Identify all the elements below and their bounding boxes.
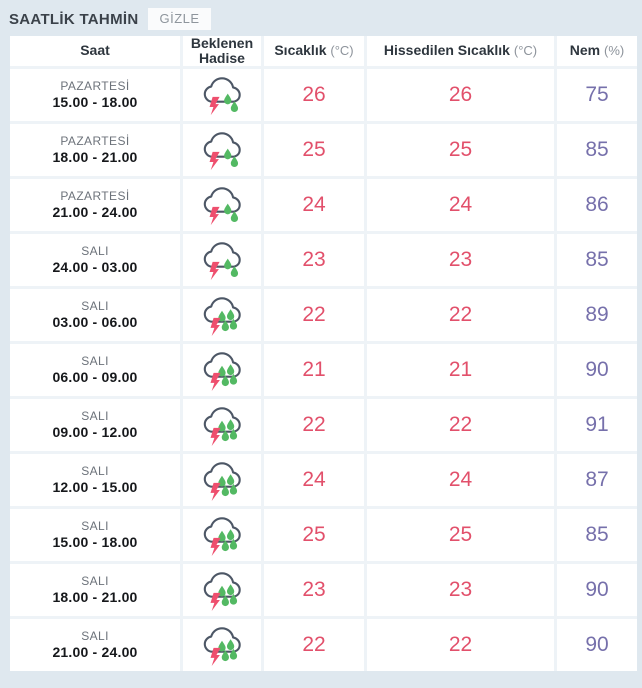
thunderstorm-heavy-rain-icon [183, 344, 261, 396]
humidity-value: 86 [557, 179, 637, 231]
day-label: SALI [81, 243, 109, 258]
thunderstorm-heavy-rain-icon [183, 564, 261, 616]
time-range: 21.00 - 24.00 [52, 643, 138, 660]
day-label: SALI [81, 353, 109, 368]
temperature-value: 24 [264, 179, 364, 231]
humidity-value: 90 [557, 344, 637, 396]
forecast-time-cell: SALI 24.00 - 03.00 [10, 234, 180, 286]
day-label: SALI [81, 518, 109, 533]
column-header-feels-like: Hissedilen Sıcaklık (°C) [367, 36, 554, 66]
time-range: 12.00 - 15.00 [52, 478, 138, 495]
temperature-value: 26 [264, 69, 364, 121]
humidity-value: 90 [557, 564, 637, 616]
day-label: SALI [81, 408, 109, 423]
time-range: 18.00 - 21.00 [52, 148, 138, 165]
thunderstorm-heavy-rain-icon [183, 454, 261, 506]
forecast-time-cell: SALI 06.00 - 09.00 [10, 344, 180, 396]
humidity-value: 75 [557, 69, 637, 121]
humidity-value: 85 [557, 124, 637, 176]
feels-like-value: 22 [367, 399, 554, 451]
humidity-value: 85 [557, 509, 637, 561]
thunderstorm-heavy-rain-icon [183, 289, 261, 341]
time-range: 24.00 - 03.00 [52, 258, 138, 275]
thunderstorm-heavy-rain-icon [183, 509, 261, 561]
day-label: SALI [81, 573, 109, 588]
day-label: PAZARTESİ [60, 188, 130, 203]
day-label: PAZARTESİ [60, 78, 130, 93]
time-range: 18.00 - 21.00 [52, 588, 138, 605]
column-header-time: Saat [10, 36, 180, 66]
thunderstorm-heavy-rain-icon [183, 399, 261, 451]
forecast-time-cell: SALI 12.00 - 15.00 [10, 454, 180, 506]
thunderstorm-rain-icon [183, 124, 261, 176]
thunderstorm-rain-icon [183, 179, 261, 231]
thunderstorm-rain-icon [183, 69, 261, 121]
time-range: 15.00 - 18.00 [52, 533, 138, 550]
column-header-expected-event: Beklenen Hadise [183, 35, 261, 66]
day-label: PAZARTESİ [60, 133, 130, 148]
temperature-value: 23 [264, 564, 364, 616]
temperature-value: 24 [264, 454, 364, 506]
temperature-value: 23 [264, 234, 364, 286]
forecast-time-cell: SALI 21.00 - 24.00 [10, 619, 180, 671]
forecast-time-cell: SALI 18.00 - 21.00 [10, 564, 180, 616]
forecast-time-cell: PAZARTESİ 18.00 - 21.00 [10, 124, 180, 176]
time-range: 06.00 - 09.00 [52, 368, 138, 385]
humidity-value: 85 [557, 234, 637, 286]
humidity-value: 90 [557, 619, 637, 671]
temperature-value: 25 [264, 509, 364, 561]
feels-like-value: 23 [367, 564, 554, 616]
time-range: 21.00 - 24.00 [52, 203, 138, 220]
hourly-forecast-table: Saat Beklenen Hadise Sıcaklık (°C) Hisse… [10, 35, 637, 671]
temperature-value: 21 [264, 344, 364, 396]
titlebar: SAATLİK TAHMİN GİZLE [0, 0, 642, 36]
humidity-value: 91 [557, 399, 637, 451]
time-range: 03.00 - 06.00 [52, 313, 138, 330]
forecast-time-cell: PAZARTESİ 15.00 - 18.00 [10, 69, 180, 121]
time-range: 15.00 - 18.00 [52, 93, 138, 110]
humidity-value: 89 [557, 289, 637, 341]
time-range: 09.00 - 12.00 [52, 423, 138, 440]
hide-button[interactable]: GİZLE [148, 8, 211, 30]
temperature-value: 22 [264, 619, 364, 671]
feels-like-value: 22 [367, 619, 554, 671]
feels-like-value: 21 [367, 344, 554, 396]
temperature-value: 25 [264, 124, 364, 176]
humidity-value: 87 [557, 454, 637, 506]
feels-like-value: 23 [367, 234, 554, 286]
thunderstorm-rain-icon [183, 234, 261, 286]
column-header-humidity: Nem (%) [557, 36, 637, 66]
forecast-time-cell: SALI 15.00 - 18.00 [10, 509, 180, 561]
column-header-temperature: Sıcaklık (°C) [264, 36, 364, 66]
day-label: SALI [81, 628, 109, 643]
feels-like-value: 24 [367, 454, 554, 506]
forecast-time-cell: SALI 03.00 - 06.00 [10, 289, 180, 341]
day-label: SALI [81, 463, 109, 478]
feels-like-value: 26 [367, 69, 554, 121]
feels-like-value: 24 [367, 179, 554, 231]
feels-like-value: 22 [367, 289, 554, 341]
page-title: SAATLİK TAHMİN [9, 10, 139, 28]
day-label: SALI [81, 298, 109, 313]
temperature-value: 22 [264, 399, 364, 451]
temperature-value: 22 [264, 289, 364, 341]
feels-like-value: 25 [367, 509, 554, 561]
feels-like-value: 25 [367, 124, 554, 176]
forecast-time-cell: SALI 09.00 - 12.00 [10, 399, 180, 451]
forecast-time-cell: PAZARTESİ 21.00 - 24.00 [10, 179, 180, 231]
thunderstorm-heavy-rain-icon [183, 619, 261, 671]
